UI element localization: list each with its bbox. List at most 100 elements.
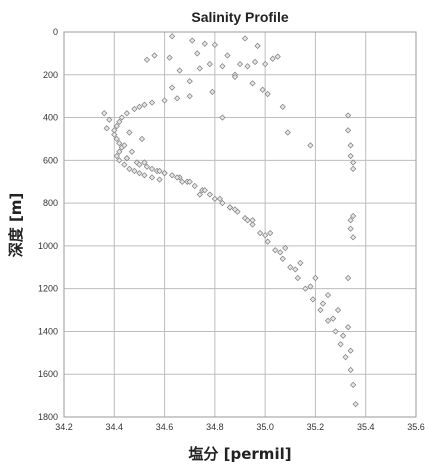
data-point bbox=[347, 142, 354, 149]
data-point bbox=[254, 42, 261, 49]
data-point bbox=[279, 255, 286, 262]
data-point bbox=[284, 129, 291, 136]
data-point bbox=[249, 80, 256, 87]
data-point bbox=[156, 167, 163, 175]
data-point bbox=[111, 131, 118, 138]
data-point bbox=[191, 182, 198, 190]
data-point bbox=[347, 225, 354, 232]
grid bbox=[63, 31, 417, 418]
x-tick-label: 35.6 bbox=[407, 422, 425, 432]
data-point bbox=[350, 165, 357, 172]
data-point bbox=[174, 174, 181, 181]
data-point bbox=[219, 200, 226, 207]
data-point bbox=[141, 172, 148, 179]
data-point bbox=[352, 401, 359, 408]
data-point bbox=[307, 283, 314, 290]
data-point bbox=[113, 152, 120, 160]
x-tick-label: 34.2 bbox=[55, 422, 73, 432]
data-point bbox=[136, 103, 143, 110]
data-point bbox=[317, 306, 324, 314]
data-point bbox=[324, 291, 332, 299]
data-point bbox=[231, 206, 239, 213]
chart-title: Salinity Profile bbox=[191, 9, 288, 25]
data-point bbox=[196, 65, 203, 72]
data-point bbox=[329, 315, 337, 322]
data-point bbox=[307, 142, 314, 149]
data-point bbox=[345, 127, 352, 134]
data-point bbox=[126, 165, 133, 172]
data-point bbox=[131, 167, 138, 175]
data-point bbox=[264, 238, 271, 245]
data-point bbox=[334, 306, 342, 314]
x-tick-label: 35.4 bbox=[357, 422, 375, 432]
y-tick-label: 1200 bbox=[38, 284, 58, 294]
data-point bbox=[337, 341, 344, 348]
data-point bbox=[116, 118, 123, 125]
data-point bbox=[332, 328, 339, 335]
data-point bbox=[201, 40, 208, 47]
data-point bbox=[257, 229, 264, 237]
data-point bbox=[249, 221, 256, 228]
y-tick-label: 200 bbox=[43, 70, 58, 80]
data-point bbox=[211, 195, 218, 202]
data-point bbox=[194, 50, 201, 57]
x-axis-ticks: 34.2 34.4 34.6 34.8 35.0 35.2 35.4 35.6 bbox=[55, 422, 425, 432]
data-point bbox=[151, 52, 158, 59]
y-axis-label: 深度 [m] bbox=[7, 193, 25, 258]
data-point bbox=[186, 78, 193, 85]
data-point bbox=[186, 93, 193, 100]
data-point bbox=[121, 142, 128, 149]
y-tick-label: 0 bbox=[53, 27, 58, 37]
data-point bbox=[148, 165, 156, 172]
data-point bbox=[342, 354, 349, 361]
data-point bbox=[312, 274, 319, 282]
data-point bbox=[123, 155, 130, 162]
data-point bbox=[345, 112, 352, 119]
data-point bbox=[186, 178, 193, 185]
data-point bbox=[209, 88, 216, 95]
x-tick-label: 35.0 bbox=[256, 422, 274, 432]
y-tick-label: 600 bbox=[43, 155, 58, 165]
data-point bbox=[279, 103, 286, 110]
data-point bbox=[277, 249, 284, 256]
y-tick-label: 1600 bbox=[38, 369, 58, 379]
data-point bbox=[136, 170, 143, 177]
data-point bbox=[169, 33, 176, 40]
data-point bbox=[272, 247, 279, 254]
data-point bbox=[126, 129, 133, 136]
data-point bbox=[231, 73, 239, 81]
y-tick-label: 1400 bbox=[38, 326, 58, 336]
data-point bbox=[206, 60, 213, 68]
data-point bbox=[189, 37, 196, 44]
data-point bbox=[267, 229, 274, 237]
x-tick-label: 34.4 bbox=[106, 422, 124, 432]
data-point bbox=[350, 159, 357, 166]
x-axis-label: 塩分 [permil] bbox=[188, 445, 291, 463]
data-point bbox=[244, 63, 251, 70]
x-tick-label: 34.6 bbox=[156, 422, 174, 432]
data-point bbox=[116, 148, 123, 155]
data-point bbox=[161, 170, 168, 177]
data-point bbox=[103, 125, 110, 132]
data-point bbox=[106, 116, 113, 123]
data-point bbox=[269, 55, 276, 62]
data-point bbox=[206, 191, 213, 198]
data-point bbox=[128, 148, 135, 155]
data-point bbox=[101, 110, 108, 117]
data-point bbox=[294, 274, 301, 282]
data-point bbox=[287, 264, 294, 271]
data-point bbox=[196, 191, 203, 198]
y-tick-label: 1800 bbox=[38, 412, 58, 422]
data-point bbox=[292, 266, 299, 273]
data-point bbox=[131, 105, 138, 113]
y-tick-label: 800 bbox=[43, 198, 58, 208]
data-point bbox=[201, 187, 208, 194]
data-point bbox=[226, 204, 234, 211]
data-point bbox=[176, 67, 183, 74]
data-point bbox=[236, 60, 244, 68]
data-point bbox=[143, 163, 151, 170]
data-point bbox=[169, 84, 176, 91]
data-point bbox=[302, 285, 309, 292]
data-point bbox=[249, 217, 256, 224]
